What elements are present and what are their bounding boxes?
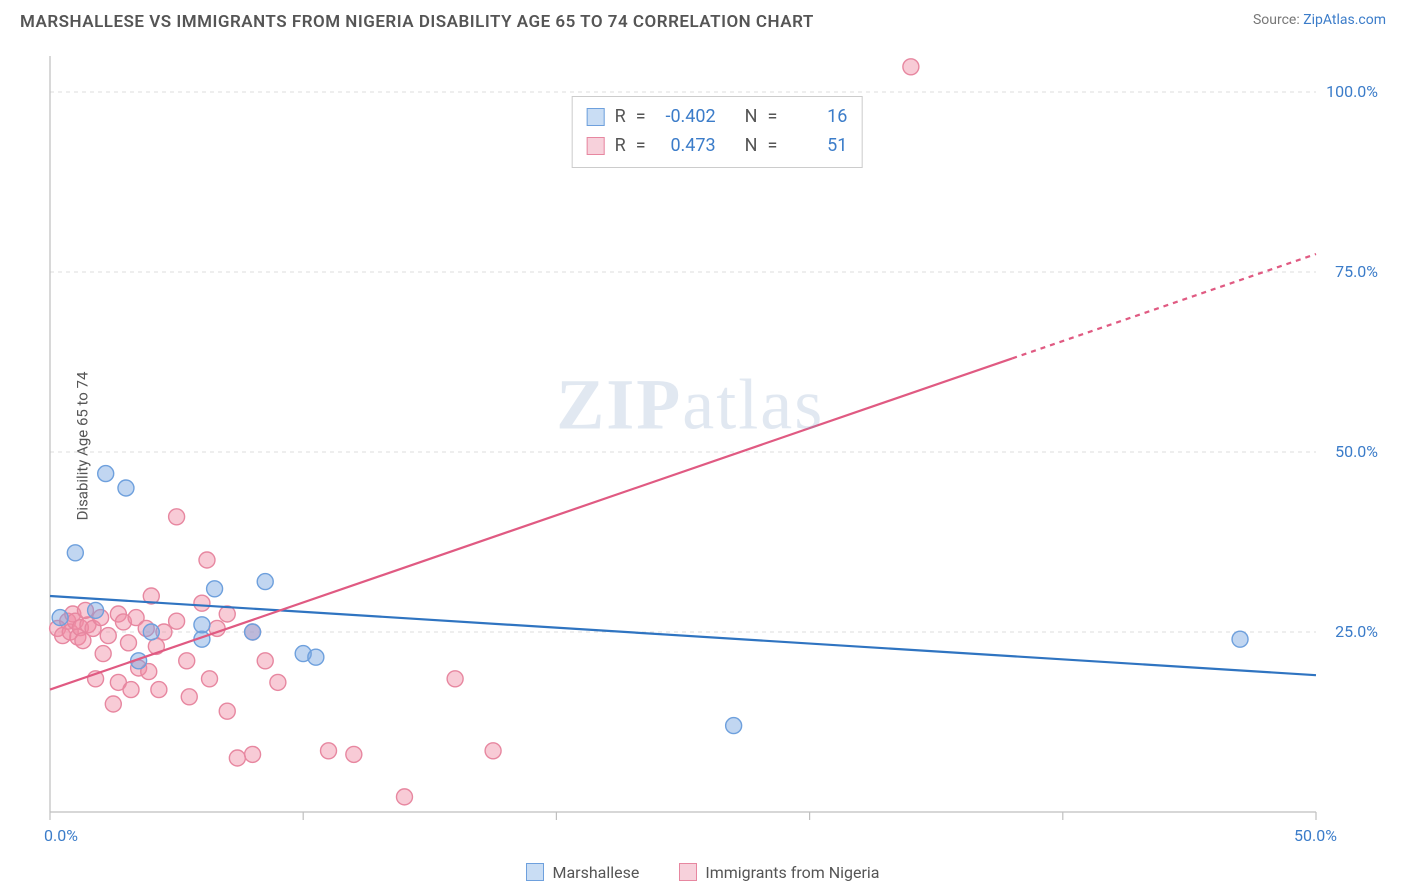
swatch-icon <box>587 137 605 155</box>
x-tick-label-max: 50.0% <box>1294 826 1337 845</box>
plot-area: 25.0%50.0%75.0%100.0% ZIPatlas R = -0.40… <box>48 48 1386 842</box>
r-value-nigeria: 0.473 <box>656 132 716 161</box>
chart-title: MARSHALLESE VS IMMIGRANTS FROM NIGERIA D… <box>20 12 814 32</box>
legend-item-nigeria: Immigrants from Nigeria <box>679 863 879 882</box>
correlation-legend: R = -0.402 N = 16 R = 0.473 N = 51 <box>572 96 863 168</box>
x-tick-label-min: 0.0% <box>44 826 78 845</box>
svg-text:75.0%: 75.0% <box>1335 262 1378 281</box>
swatch-icon <box>679 863 697 881</box>
svg-text:100.0%: 100.0% <box>1326 82 1378 101</box>
svg-text:50.0%: 50.0% <box>1335 442 1378 461</box>
legend-item-marshallese: Marshallese <box>526 863 639 882</box>
n-value-marshallese: 16 <box>787 103 847 132</box>
source-attribution: Source: ZipAtlas.com <box>1253 12 1386 28</box>
r-value-marshallese: -0.402 <box>656 103 716 132</box>
legend: Marshallese Immigrants from Nigeria <box>0 863 1406 882</box>
source-link[interactable]: ZipAtlas.com <box>1303 12 1386 28</box>
n-value-nigeria: 51 <box>787 132 847 161</box>
swatch-icon <box>526 863 544 881</box>
swatch-icon <box>587 108 605 126</box>
svg-text:25.0%: 25.0% <box>1335 622 1378 641</box>
